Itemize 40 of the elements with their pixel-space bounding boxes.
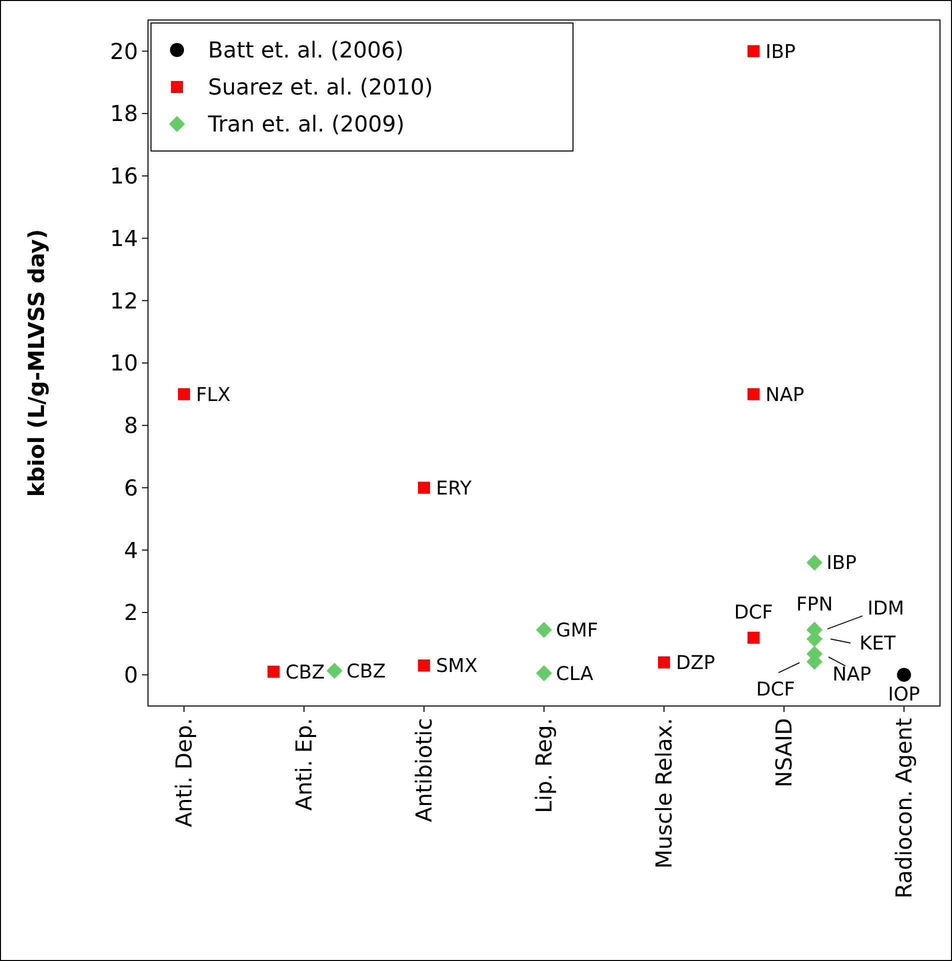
- annotation: FPN: [796, 594, 833, 616]
- y-tick-label: 4: [124, 538, 138, 564]
- y-tick-label: 12: [110, 289, 138, 314]
- y-tick-label: 20: [110, 40, 138, 65]
- annotation: IDM: [868, 598, 904, 620]
- x-tick-label: Antibiotic: [412, 718, 438, 822]
- annotation: DCF: [756, 678, 795, 700]
- y-tick-label: 10: [110, 352, 138, 377]
- y-tick-label: 6: [124, 476, 138, 502]
- annotation: CBZ: [286, 661, 325, 684]
- annotation: FLX: [196, 384, 231, 406]
- annotation: GMF: [556, 620, 598, 642]
- annotation: KET: [860, 632, 896, 655]
- y-tick-label: 8: [124, 414, 138, 440]
- x-tick-label: Anti. Ep.: [292, 718, 318, 811]
- annotation: CBZ: [346, 660, 386, 682]
- x-tick-label: Lip. Reg.: [532, 718, 558, 814]
- y-tick-label: 0: [124, 664, 138, 689]
- y-tick-label: 14: [110, 226, 138, 252]
- y-tick-label: 16: [110, 164, 138, 190]
- annotation: NAP: [832, 664, 872, 686]
- y-tick-label: 2: [124, 601, 138, 626]
- legend-label: Tran et. al. (2009): [207, 112, 405, 138]
- annotation: DZP: [676, 652, 716, 674]
- x-tick-label: Radiocon. Agent: [892, 718, 918, 898]
- y-tick-label: 18: [110, 102, 138, 128]
- legend-label: Suarez et. al. (2010): [208, 76, 433, 101]
- annotation: SMX: [436, 655, 478, 678]
- y-axis-title: kbiol (L/g-MLVSS day): [25, 229, 50, 497]
- legend-label: Batt et. al. (2006): [208, 38, 404, 64]
- annotation: IBP: [766, 40, 796, 63]
- annotation: NAP: [766, 384, 804, 406]
- annotation: DCF: [734, 601, 773, 624]
- x-tick-label: NSAID: [772, 718, 798, 788]
- annotation: ERY: [436, 477, 472, 500]
- annotation: IBP: [826, 552, 857, 574]
- x-tick-label: Muscle Relax.: [652, 718, 678, 869]
- annotation: IOP: [888, 683, 920, 706]
- annotation: CLA: [556, 662, 594, 685]
- x-tick-label: Anti. Dep.: [172, 718, 198, 828]
